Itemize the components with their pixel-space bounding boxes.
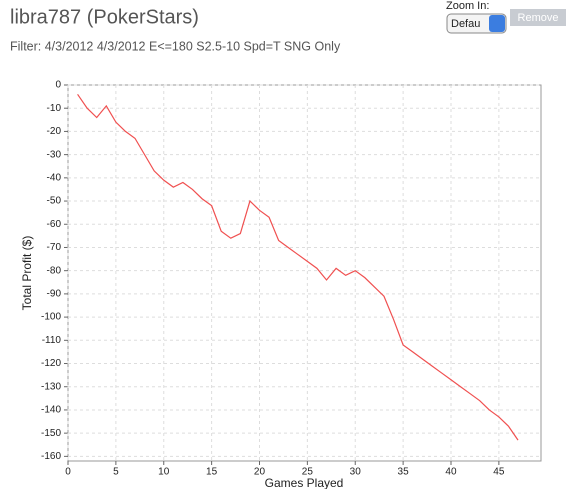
y-tick-label: -30 bbox=[47, 149, 62, 160]
x-tick-label: 0 bbox=[65, 467, 71, 478]
remove-label: Remove bbox=[518, 12, 559, 24]
y-tick-label: -80 bbox=[47, 265, 62, 276]
x-tick-label: 20 bbox=[254, 467, 266, 478]
y-tick-label: -160 bbox=[41, 451, 61, 462]
x-tick-label: 30 bbox=[350, 467, 362, 478]
plot-frame bbox=[67, 84, 542, 462]
y-tick-label: -140 bbox=[41, 405, 61, 416]
y-tick-label: -60 bbox=[47, 219, 62, 230]
remove-button[interactable] bbox=[510, 9, 566, 26]
x-tick-label: 25 bbox=[302, 467, 314, 478]
x-tick-label: 45 bbox=[493, 467, 505, 478]
y-tick-label: -110 bbox=[42, 335, 62, 346]
chart-title: libra787 (PokerStars) bbox=[10, 6, 199, 28]
x-tick-label: 5 bbox=[113, 467, 119, 478]
zoom-label: Zoom In: bbox=[446, 0, 489, 12]
x-axis-label: Games Played bbox=[265, 476, 344, 489]
y-tick-label: -40 bbox=[47, 172, 62, 183]
y-tick-label: 0 bbox=[55, 80, 61, 91]
y-axis-label: Total Profit ($) bbox=[20, 236, 34, 311]
y-tick-label: -130 bbox=[41, 381, 61, 392]
y-tick-label: -90 bbox=[47, 289, 62, 300]
select-arrow bbox=[489, 15, 505, 32]
y-tick-label: -70 bbox=[47, 242, 62, 253]
zoom-value: Defau bbox=[451, 18, 480, 30]
y-tick-label: -50 bbox=[47, 196, 62, 207]
y-tick-label: -10 bbox=[47, 103, 62, 114]
y-tick-label: -120 bbox=[41, 358, 61, 369]
x-tick-label: 10 bbox=[158, 467, 170, 478]
profit-line bbox=[77, 93, 519, 441]
y-tick-label: -100 bbox=[41, 312, 61, 323]
x-tick-label: 35 bbox=[398, 467, 410, 478]
x-tick-label: 40 bbox=[445, 467, 457, 478]
y-tick-label: -20 bbox=[47, 126, 62, 137]
x-tick-label: 15 bbox=[206, 467, 218, 478]
chart-subtitle: Filter: 4/3/2012 4/3/2012 E<=180 S2.5-10… bbox=[10, 39, 341, 53]
y-tick-label: -150 bbox=[41, 428, 61, 439]
